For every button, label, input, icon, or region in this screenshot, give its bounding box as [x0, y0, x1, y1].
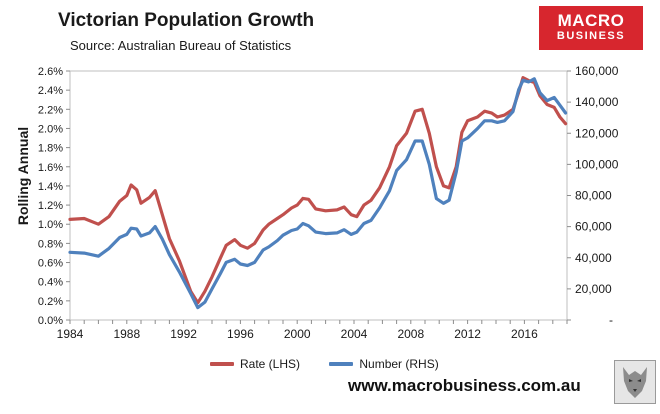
y-left-tick-label: 0.0%	[38, 315, 63, 327]
y-right-tick-label: 160,000	[575, 64, 619, 78]
x-tick-label: 1996	[227, 327, 254, 341]
legend-swatch-number	[329, 362, 354, 366]
x-tick-label: 2008	[397, 327, 424, 341]
macrobusiness-logo: MACRO BUSINESS	[539, 6, 643, 50]
series-line-number	[68, 77, 568, 310]
x-tick-label: 2016	[511, 327, 538, 341]
series-line-rate	[68, 76, 568, 305]
chart-subtitle: Source: Australian Bureau of Statistics	[70, 38, 292, 53]
y-left-tick-label: 1.0%	[38, 219, 63, 231]
legend-label-number: Number (RHS)	[359, 357, 439, 371]
y-left-tick-label: 1.2%	[38, 200, 63, 212]
y-left-tick-label: 0.4%	[38, 277, 63, 289]
chart-title: Victorian Population Growth	[58, 10, 315, 31]
y-left-tick-label: 2.2%	[38, 104, 63, 116]
y-left-tick-label: 2.0%	[38, 123, 63, 135]
x-tick-label: 2000	[284, 327, 311, 341]
legend-swatch-rate	[210, 362, 234, 366]
y-right-tick-label: -	[609, 313, 613, 327]
x-tick-label: 2012	[454, 327, 481, 341]
website-url: www.macrobusiness.com.au	[348, 376, 581, 395]
y-left-tick-label: 0.2%	[38, 296, 63, 308]
y-left-tick-label: 1.6%	[38, 162, 63, 174]
legend-item-rate: Rate (LHS)	[210, 357, 300, 371]
logo-line-business: BUSINESS	[556, 30, 626, 42]
x-tick-label: 1992	[170, 327, 197, 341]
y-right-tick-label: 60,000	[575, 220, 612, 234]
plot-area	[69, 70, 568, 321]
y-right-tick-label: 80,000	[575, 189, 612, 203]
y-right-tick-label: 20,000	[575, 282, 612, 296]
y-right-tick-label: 40,000	[575, 251, 612, 265]
x-tick-label: 1984	[57, 327, 84, 341]
y-left-tick-label: 2.6%	[38, 66, 63, 78]
legend: Rate (LHS) Number (RHS)	[210, 355, 465, 371]
legend-item-number: Number (RHS)	[329, 357, 439, 371]
y-left-tick-label: 2.4%	[38, 85, 63, 97]
y-right-tick-label: 120,000	[575, 126, 619, 140]
y-left-tick-label: 0.8%	[38, 238, 63, 250]
y-right-tick-label: 100,000	[575, 157, 619, 171]
legend-label-rate: Rate (LHS)	[240, 357, 301, 371]
x-tick-label: 1988	[113, 327, 140, 341]
y-left-tick-label: 1.8%	[38, 143, 63, 155]
x-tick-label: 2004	[341, 327, 368, 341]
y-right-tick-label: 140,000	[575, 95, 619, 109]
wolf-emblem-icon	[614, 360, 656, 404]
y-left-tick-label: 0.6%	[38, 258, 63, 270]
logo-line-macro: MACRO	[557, 11, 625, 30]
y-left-tick-label: 1.4%	[38, 181, 63, 193]
